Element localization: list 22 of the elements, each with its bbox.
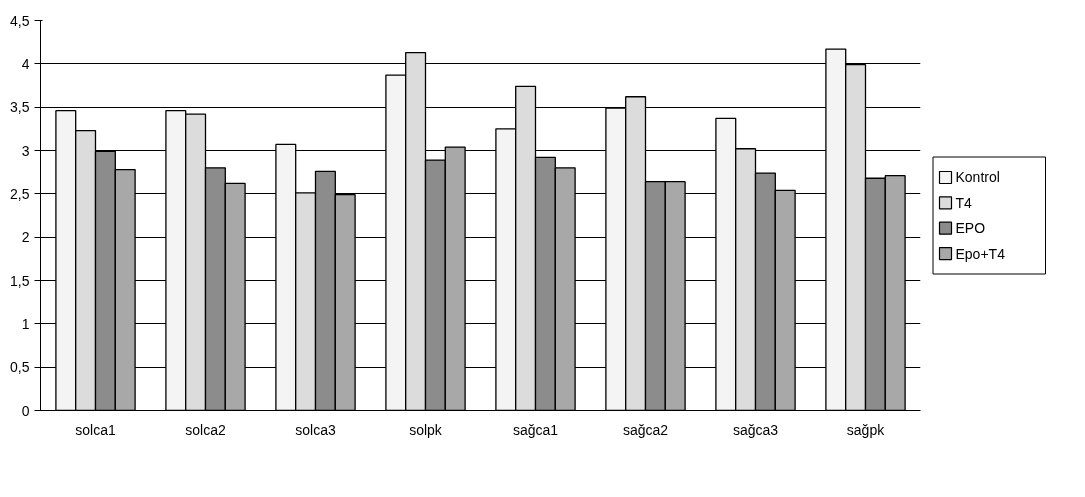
y-tick-label: 0 (21, 402, 30, 419)
x-tick-label: solpk (409, 421, 443, 438)
x-tick-label: solca1 (75, 421, 116, 438)
x-tick-label: sağpk (846, 421, 886, 438)
legend-label: Epo+T4 (955, 245, 1006, 262)
legend-label: EPO (955, 220, 986, 237)
x-tick-label: sağca2 (622, 421, 669, 438)
y-tick-label: 2,5 (10, 185, 30, 202)
legend-label: T4 (955, 194, 973, 211)
y-tick-label: 1 (21, 315, 30, 332)
x-tick-label: solca3 (295, 421, 336, 438)
y-tick-label: 3,5 (10, 99, 30, 116)
y-tick-label: 4,5 (10, 12, 30, 29)
x-tick-label: sağca1 (512, 421, 559, 438)
x-tick-label: sağca3 (732, 421, 779, 438)
x-tick-label: solca2 (185, 421, 226, 438)
y-tick-label: 2 (21, 229, 30, 246)
y-tick-label: 1,5 (10, 272, 30, 289)
y-tick-label: 0,5 (10, 359, 30, 376)
legend-label: Kontrol (955, 169, 1000, 186)
y-tick-label: 3 (21, 142, 30, 159)
y-tick-label: 4 (21, 55, 30, 72)
